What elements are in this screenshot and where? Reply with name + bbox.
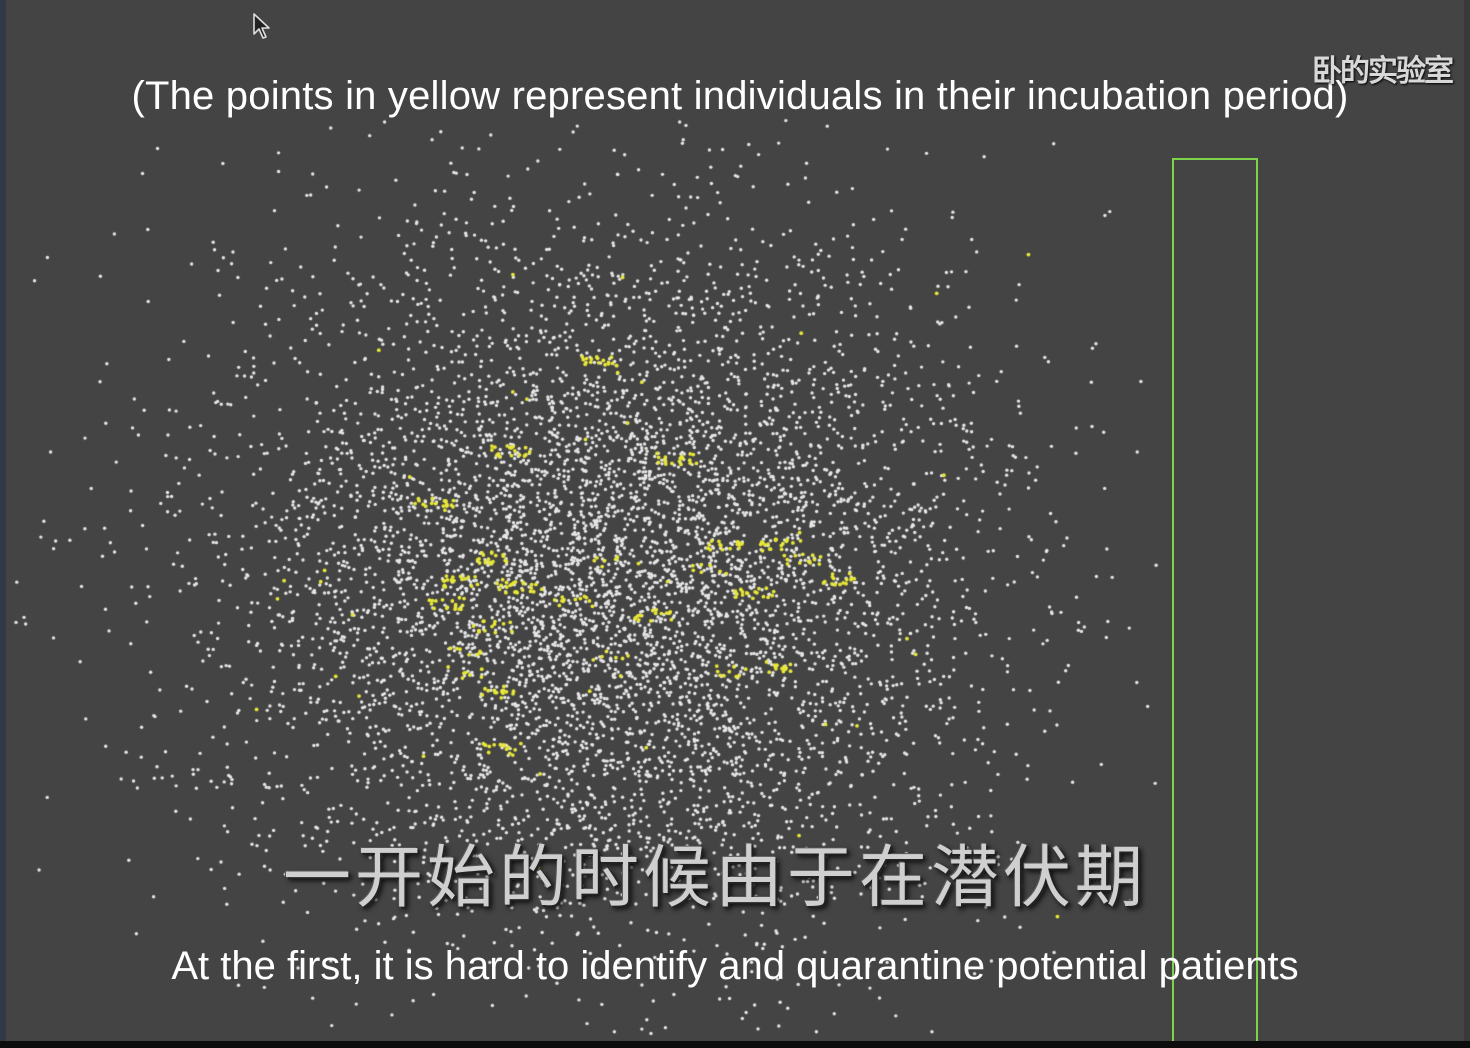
channel-watermark: 卧的实验室 [1312,54,1454,89]
chinese-subtitle: 一开始的时候由于在潜伏期 [283,839,1148,918]
caption-bottom: At the first, it is hard to identify and… [171,944,1299,988]
mouse-pointer-icon [253,13,270,39]
quarantine-zone [1172,158,1258,1048]
window-bottom-edge [0,1041,1470,1048]
caption-top: (The points in yellow represent individu… [131,74,1349,118]
